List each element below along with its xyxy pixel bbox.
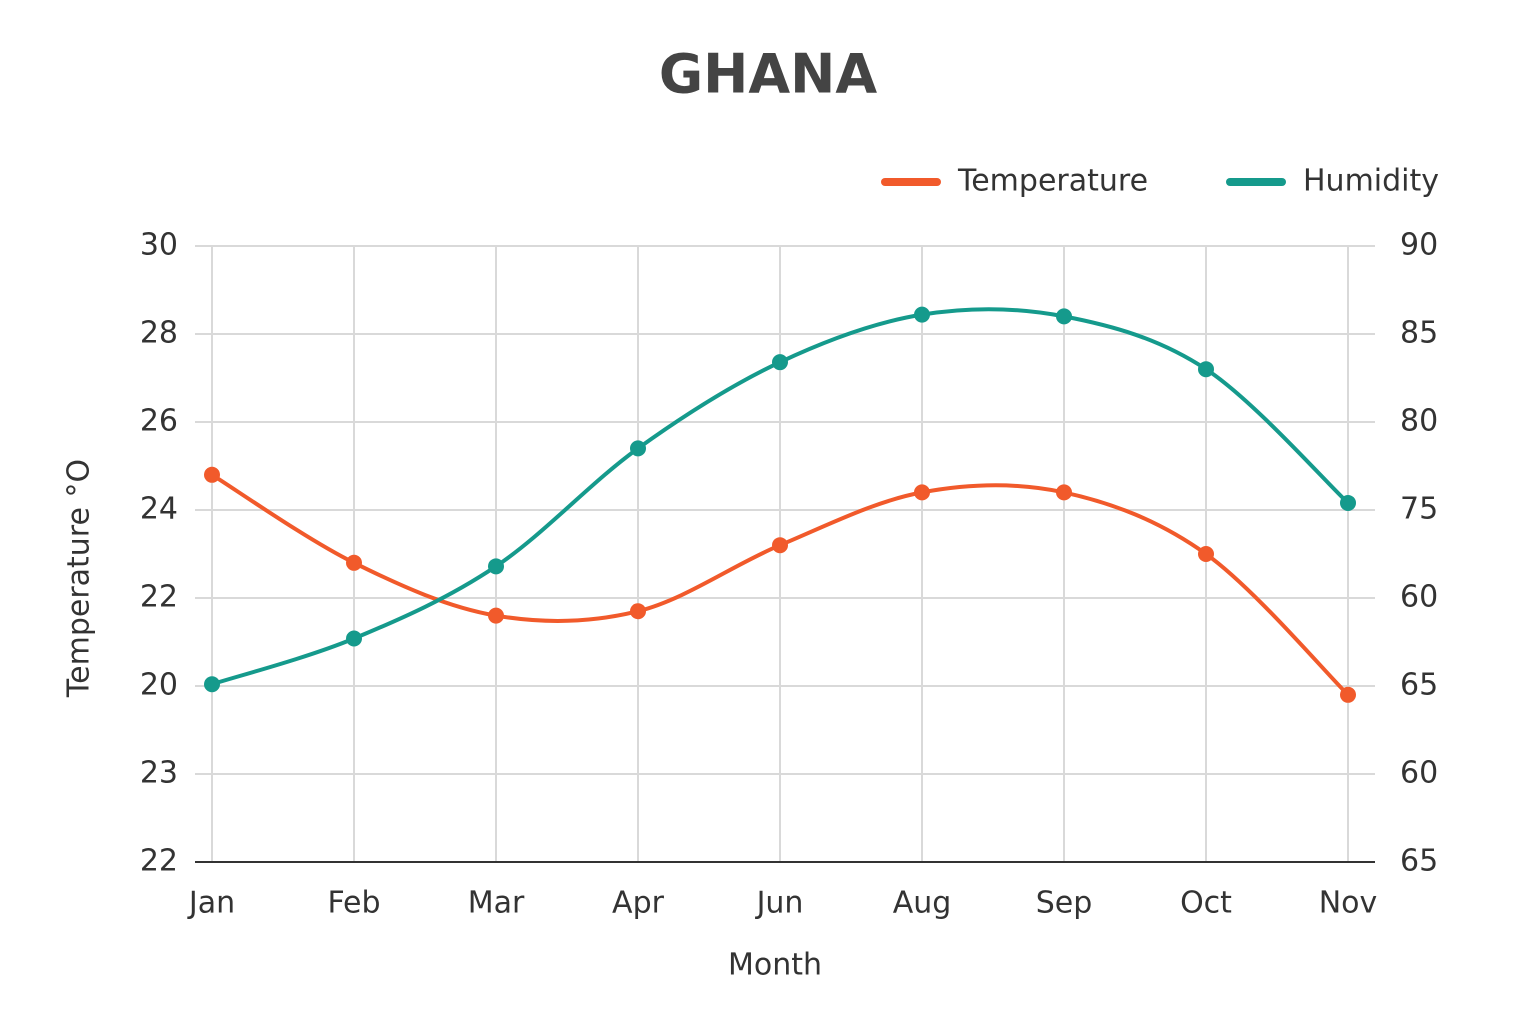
data-point xyxy=(204,676,220,693)
y-tick-label: 22 xyxy=(140,580,178,615)
x-tick-label: Apr xyxy=(612,886,665,921)
data-point xyxy=(1340,686,1356,703)
y-tick-label: 30 xyxy=(140,228,178,263)
x-tick-label: Nov xyxy=(1319,886,1378,921)
y-tick-label: 20 xyxy=(140,668,178,703)
x-tick-label: Sep xyxy=(1036,886,1093,921)
data-point xyxy=(1198,546,1214,562)
y2-tick-label: 75 xyxy=(1400,492,1438,527)
legend-label: Temperature xyxy=(957,164,1148,199)
data-point xyxy=(772,537,788,554)
data-point xyxy=(346,630,362,647)
data-point xyxy=(772,354,788,371)
x-tick-label: Jun xyxy=(755,886,804,921)
y2-tick-label: 65 xyxy=(1400,668,1438,703)
legend-label: Humidity xyxy=(1303,164,1439,199)
x-tick-label: Oct xyxy=(1180,886,1232,921)
data-point xyxy=(914,306,930,323)
data-point xyxy=(488,607,504,624)
y2-tick-label: 60 xyxy=(1400,756,1438,791)
x-axis-label: Month xyxy=(728,948,822,983)
y-tick-label: 23 xyxy=(140,756,178,791)
x-tick-label: Jan xyxy=(187,886,235,921)
y2-tick-label: 65 xyxy=(1400,844,1438,879)
y2-tick-label: 90 xyxy=(1400,228,1438,263)
data-point xyxy=(1198,361,1214,378)
x-tick-label: Aug xyxy=(893,886,952,921)
x-tick-label: Feb xyxy=(327,886,380,921)
data-point xyxy=(914,484,930,501)
y2-tick-label: 80 xyxy=(1400,404,1438,439)
data-point xyxy=(630,440,646,457)
y2-tick-label: 85 xyxy=(1400,316,1438,351)
data-point xyxy=(346,554,362,571)
data-point xyxy=(204,466,220,483)
x-tick-label: Mar xyxy=(468,886,525,921)
y-tick-label: 22 xyxy=(140,844,178,879)
y-tick-label: 26 xyxy=(140,404,178,439)
y-tick-label: 28 xyxy=(140,316,178,351)
y-tick-label: 24 xyxy=(140,492,178,527)
data-point xyxy=(488,558,504,575)
y2-tick-label: 60 xyxy=(1400,580,1438,615)
data-point xyxy=(630,603,646,620)
data-point xyxy=(1340,494,1356,511)
chart-title: GHANA xyxy=(659,43,878,106)
data-point xyxy=(1056,484,1072,501)
data-point xyxy=(1056,308,1072,325)
y-axis-label: Temperature °O xyxy=(62,459,97,698)
